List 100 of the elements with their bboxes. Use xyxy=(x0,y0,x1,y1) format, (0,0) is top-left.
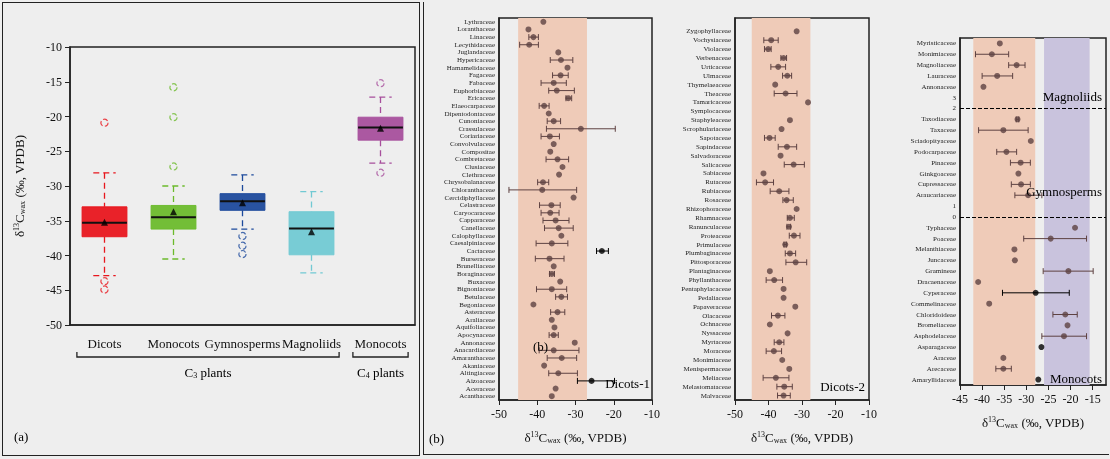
point xyxy=(762,179,769,186)
x-tick-label: -30 xyxy=(567,407,584,421)
text: C3 plants xyxy=(184,364,232,380)
point xyxy=(548,240,555,247)
point xyxy=(558,232,565,239)
point xyxy=(577,125,584,132)
x-tick-label: Dicots xyxy=(87,336,122,351)
point xyxy=(790,161,797,168)
point xyxy=(550,141,557,148)
point xyxy=(1011,246,1018,253)
point xyxy=(780,285,787,292)
text: C4 plants xyxy=(357,364,404,380)
point xyxy=(783,197,790,204)
point xyxy=(786,117,793,124)
point xyxy=(770,348,777,355)
point xyxy=(550,347,557,354)
y-axis-title: δ13Cwax (‰, VPDB) xyxy=(11,135,27,238)
point xyxy=(550,118,557,125)
point xyxy=(771,277,778,284)
point xyxy=(548,393,555,400)
point xyxy=(557,278,564,285)
point xyxy=(781,383,788,390)
x-tick-label: -30 xyxy=(794,407,810,421)
y-tick-label: -40 xyxy=(46,248,62,263)
point xyxy=(550,263,557,270)
x-tick-label: -30 xyxy=(1018,392,1035,406)
point xyxy=(1027,138,1034,145)
x-tick-label: -15 xyxy=(1084,392,1101,406)
point xyxy=(792,259,799,266)
point xyxy=(1060,333,1067,340)
point xyxy=(556,171,563,178)
point xyxy=(1000,365,1007,372)
x-tick-label: -50 xyxy=(727,407,743,421)
point xyxy=(1032,289,1039,296)
point xyxy=(776,188,783,195)
x-tick-label: Monocots xyxy=(147,336,200,351)
point xyxy=(772,374,779,381)
point xyxy=(792,303,799,310)
point xyxy=(988,51,995,58)
point xyxy=(1011,257,1018,264)
point xyxy=(570,194,577,201)
point xyxy=(1038,344,1045,351)
point xyxy=(1000,354,1007,361)
point xyxy=(783,143,790,150)
x-tick-label: -40 xyxy=(529,407,546,421)
point xyxy=(775,63,782,70)
x-tick-label: -20 xyxy=(605,407,622,421)
text: (b) xyxy=(429,431,445,446)
point xyxy=(782,90,789,97)
point xyxy=(1047,235,1054,242)
y-tick-label: -15 xyxy=(46,74,62,89)
point xyxy=(786,365,793,372)
point xyxy=(1018,181,1025,188)
annotation: Magnoliids xyxy=(1042,89,1102,104)
x-tick-label: -10 xyxy=(861,407,877,421)
y-tick-label: -30 xyxy=(46,179,62,193)
point xyxy=(555,225,562,232)
point xyxy=(768,37,775,44)
point xyxy=(766,321,773,328)
y-tick-label: -35 xyxy=(46,213,62,228)
point xyxy=(1003,148,1010,155)
point xyxy=(555,370,562,377)
point xyxy=(1062,311,1069,318)
point xyxy=(793,206,800,212)
annotation: Gymnosperms xyxy=(1026,184,1102,199)
point xyxy=(539,179,546,186)
x-tick-label: Gymnosperms xyxy=(204,336,281,351)
x-tick-label: Magnoliids xyxy=(281,336,342,351)
point xyxy=(772,81,779,88)
point xyxy=(1013,62,1020,69)
x-tick-label: -40 xyxy=(974,392,991,406)
annotation: Dicots-1 xyxy=(605,376,650,391)
point xyxy=(996,40,1003,47)
point xyxy=(805,99,812,106)
x-tick-label: -50 xyxy=(491,407,507,421)
point xyxy=(790,232,797,239)
point xyxy=(588,377,595,384)
point xyxy=(558,354,565,361)
point xyxy=(571,339,578,346)
point xyxy=(557,72,564,79)
point xyxy=(553,87,560,94)
point xyxy=(598,248,605,255)
point xyxy=(539,186,546,193)
point xyxy=(559,163,566,170)
point xyxy=(760,170,767,177)
point xyxy=(780,294,787,301)
point xyxy=(547,209,554,216)
point xyxy=(1065,268,1072,275)
point xyxy=(564,64,571,71)
point xyxy=(778,126,785,133)
point xyxy=(1000,127,1007,134)
x-tick-label: -10 xyxy=(644,407,660,421)
x-tick-label: -35 xyxy=(996,392,1013,406)
point xyxy=(548,286,555,293)
point xyxy=(552,385,559,392)
point xyxy=(1072,224,1079,231)
annotation: Monocots xyxy=(1050,371,1102,386)
annotation: (b) xyxy=(533,339,549,354)
text: (a) xyxy=(14,429,29,444)
point xyxy=(550,79,557,86)
